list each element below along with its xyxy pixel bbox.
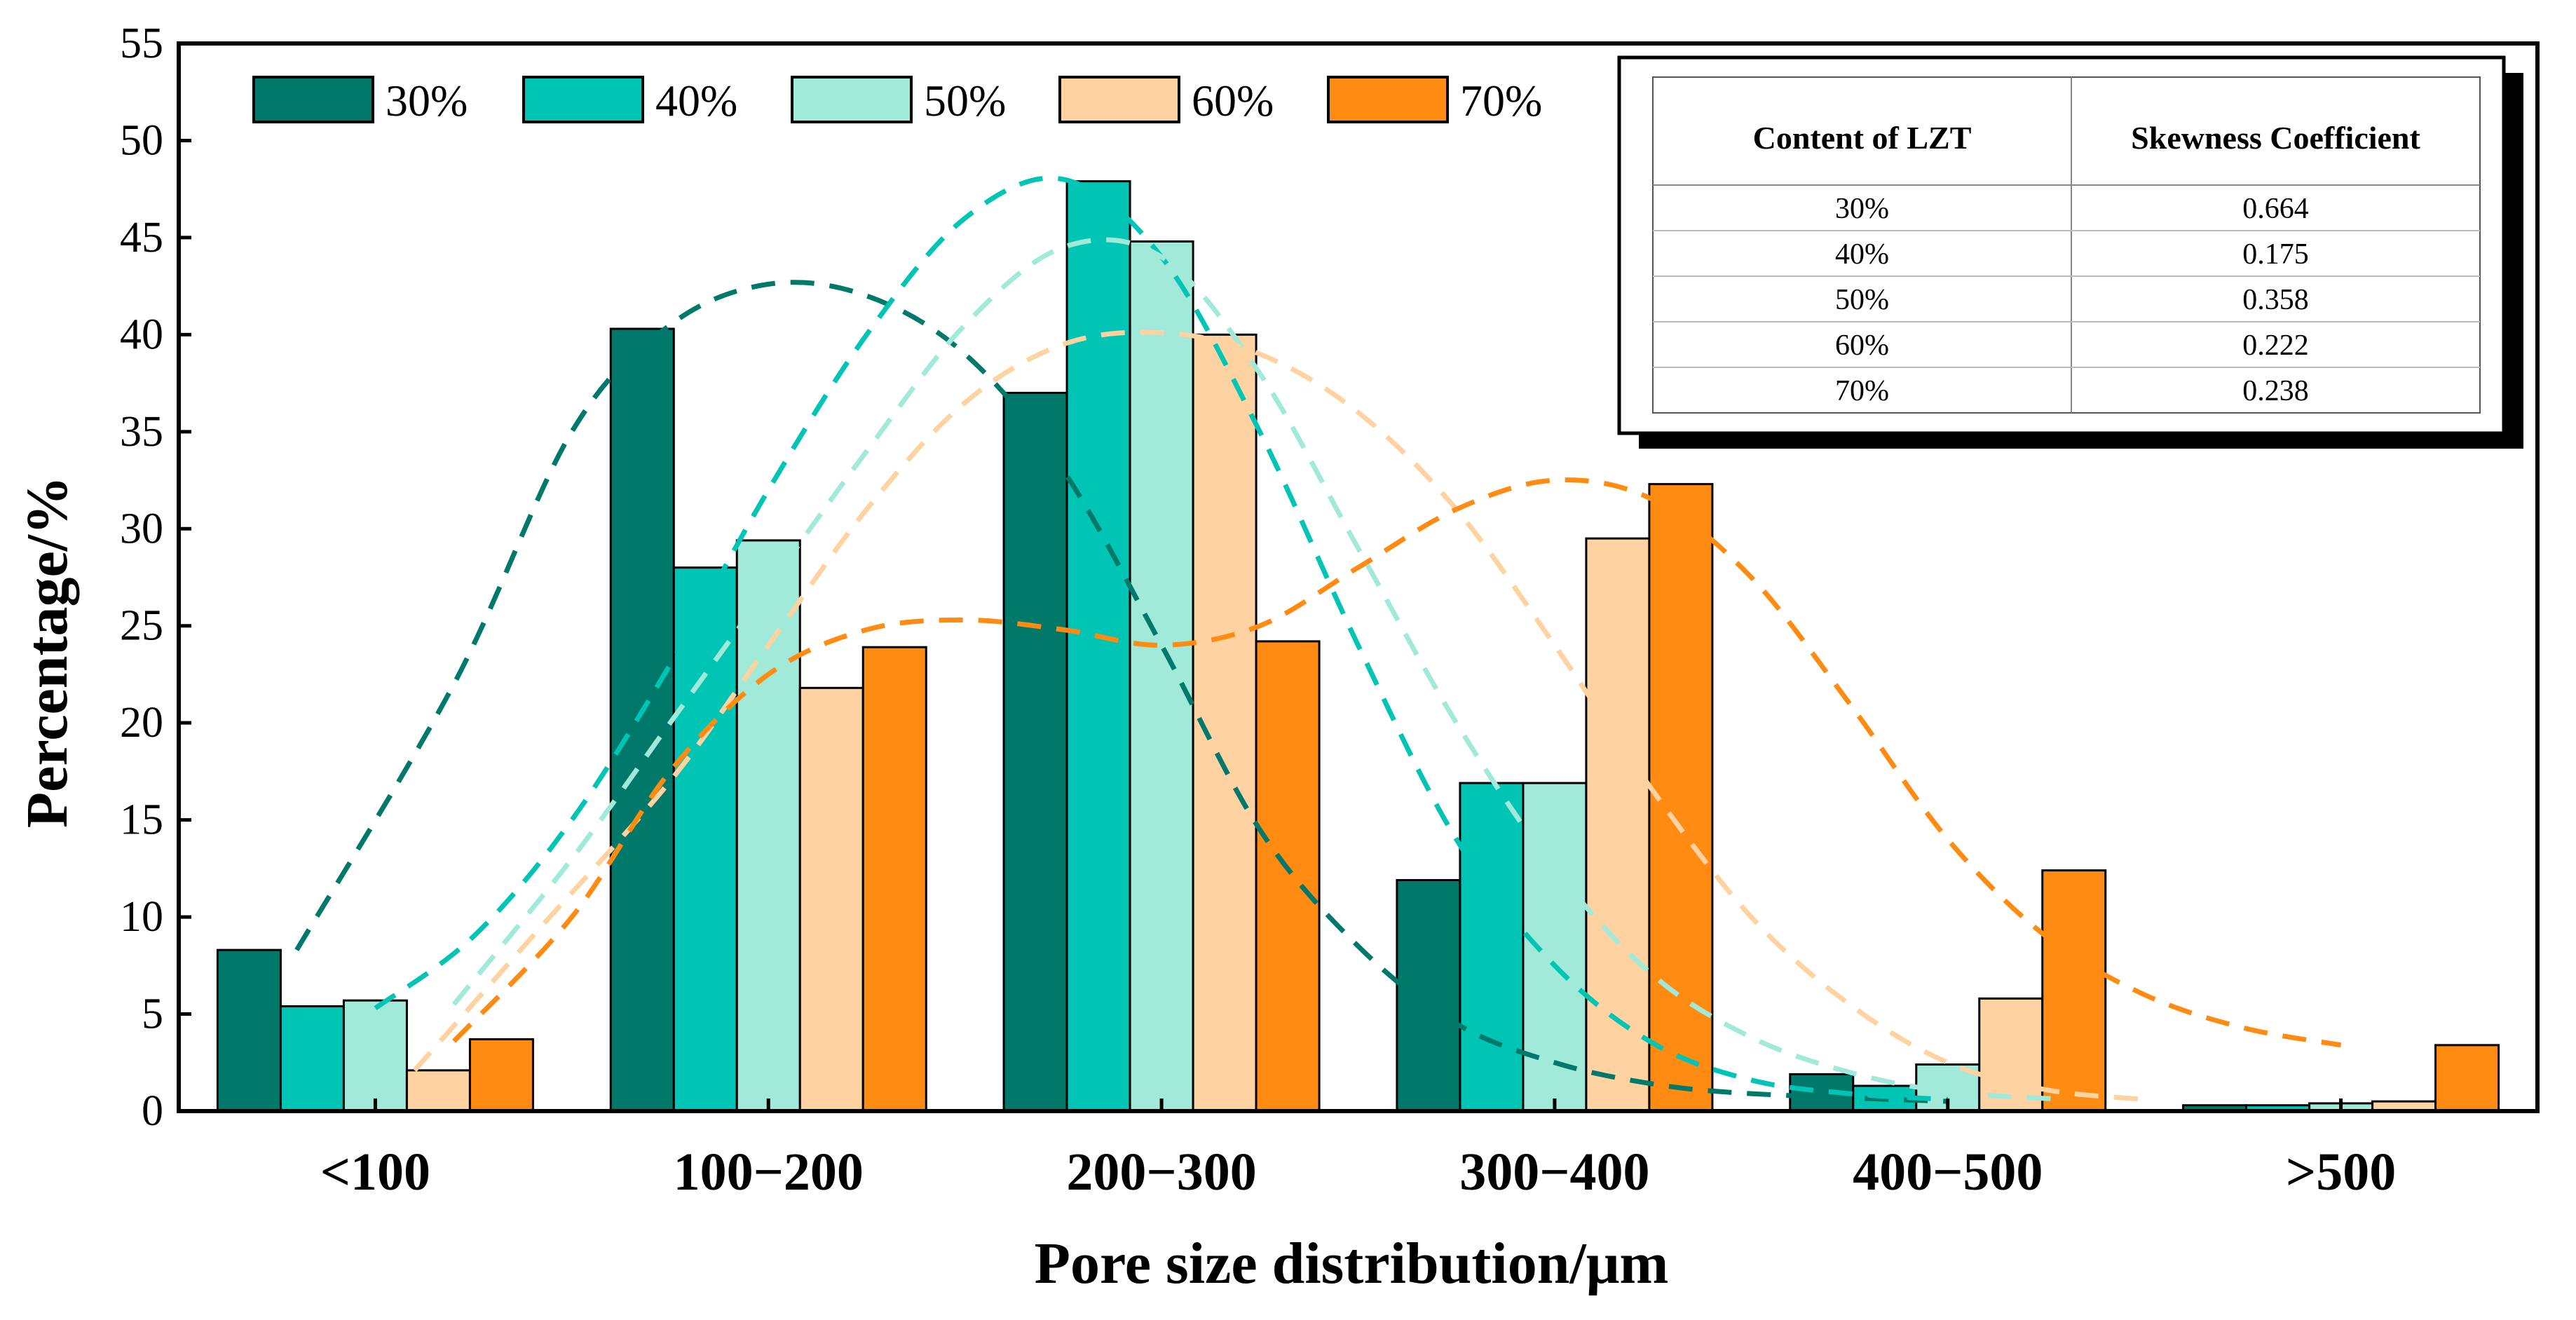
table-cell-0-0: 30%: [1835, 193, 1889, 225]
legend-swatch-70pct: [1327, 76, 1449, 123]
x-tick-label-1: 100−200: [674, 1143, 864, 1202]
bar-30pct-2: [1002, 391, 1068, 1113]
bar-60pct-4: [1978, 997, 2044, 1113]
bar-70pct-2: [1255, 640, 1321, 1113]
table-cell-1-0: 40%: [1835, 238, 1889, 271]
bar-40pct-2: [1065, 180, 1131, 1113]
bar-60pct-0: [405, 1069, 471, 1113]
bar-50pct-0: [342, 999, 408, 1113]
fit-curve-60pct: [412, 329, 2145, 1102]
legend-label-40pct: 40%: [655, 76, 737, 125]
bar-30pct-0: [216, 948, 282, 1113]
bar-70pct-5: [2434, 1044, 2500, 1113]
bar-60pct-1: [798, 686, 864, 1113]
y-tick-label-10: 10: [120, 893, 163, 941]
table-header-0: Content of LZT: [1753, 120, 1972, 156]
legend-label-30pct: 30%: [386, 76, 468, 125]
y-tick-label-50: 50: [120, 116, 163, 164]
table-header-1: Skewness Coefficient: [2131, 120, 2420, 156]
bar-70pct-0: [468, 1038, 534, 1113]
bar-30pct-1: [609, 327, 675, 1113]
x-tick-label-0: <100: [320, 1143, 430, 1202]
y-tick-label-0: 0: [142, 1087, 163, 1135]
x-axis-title: Pore size distribution/μm: [1035, 1231, 1669, 1296]
bar-30pct-3: [1396, 878, 1461, 1113]
y-tick-label-30: 30: [120, 505, 163, 552]
legend-label-60pct: 60%: [1192, 76, 1274, 125]
table-cell-3-0: 60%: [1835, 329, 1889, 362]
bar-50pct-1: [735, 539, 801, 1113]
bars-layer: [216, 180, 2500, 1113]
bar-60pct-3: [1585, 537, 1651, 1113]
y-tick-label-15: 15: [120, 796, 163, 844]
y-tick-label-5: 5: [142, 991, 163, 1038]
table-cell-4-1: 0.238: [2242, 375, 2309, 407]
bar-40pct-3: [1459, 782, 1525, 1113]
bar-40pct-0: [279, 1005, 345, 1113]
y-tick-label-45: 45: [120, 214, 163, 261]
table-frame: [1617, 55, 2506, 435]
legend-label-70pct: 70%: [1460, 76, 1542, 125]
legend-swatch-40pct: [522, 76, 644, 123]
table-cell-1-1: 0.175: [2242, 238, 2309, 271]
plot-frame: [177, 41, 2540, 1113]
bar-70pct-4: [2041, 869, 2107, 1113]
y-tick-label-55: 55: [120, 20, 163, 67]
table-cell-0-1: 0.664: [2242, 193, 2309, 225]
table-cell-2-1: 0.358: [2242, 284, 2309, 316]
x-tick-label-3: 300−400: [1459, 1143, 1649, 1202]
bar-50pct-2: [1129, 240, 1194, 1113]
table-cell-4-0: 70%: [1835, 375, 1889, 407]
legend-label-50pct: 50%: [924, 76, 1006, 125]
legend-swatch-50pct: [791, 76, 913, 123]
table-outline: [1652, 76, 2481, 414]
y-tick-label-40: 40: [120, 311, 163, 358]
legend-swatch-60pct: [1058, 76, 1180, 123]
x-tick-label-5: >500: [2286, 1143, 2396, 1202]
fit-curves-layer: [294, 175, 2342, 1104]
table-cell-2-0: 50%: [1835, 284, 1889, 316]
table-cell-3-1: 0.222: [2242, 329, 2309, 362]
skewness-inset-table: Content of LZT Skewness Coefficient 30% 0.6…: [1617, 55, 2523, 449]
bar-70pct-1: [861, 646, 927, 1113]
x-tick-label-2: 200−300: [1066, 1143, 1256, 1202]
legend-swatch-30pct: [252, 76, 374, 123]
y-axis-title: Percentage/%: [15, 476, 80, 828]
y-tick-label-20: 20: [120, 699, 163, 747]
bar-40pct-1: [672, 566, 738, 1113]
legend: 30% 40% 50% 60% 70%: [252, 76, 1542, 125]
y-tick-label-35: 35: [120, 408, 163, 456]
fit-curve-70pct: [452, 477, 2342, 1048]
y-tick-label-25: 25: [120, 602, 163, 650]
x-tick-label-4: 400−500: [1853, 1143, 2043, 1202]
axes-layer: 0 5 10 15 20 25 30 35 40 45 50 55 <100 100−200 200−300…: [120, 20, 2540, 1202]
